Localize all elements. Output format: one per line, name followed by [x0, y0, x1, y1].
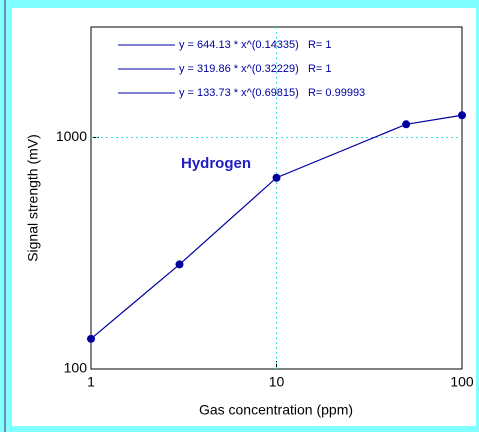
- legend-label: y = 319.86 * x^(0.32229) R= 1: [179, 63, 332, 75]
- data-point: [402, 120, 411, 129]
- y-axis-label: Signal strength (mV): [25, 134, 41, 262]
- y-tick-label: 1000: [56, 128, 87, 144]
- data-point: [272, 173, 281, 182]
- x-axis-label: Gas concentration (ppm): [199, 402, 353, 418]
- x-tick-label: 100: [450, 374, 474, 390]
- panel: [12, 8, 476, 426]
- data-point: [175, 260, 184, 269]
- annotation: Hydrogen: [181, 155, 251, 172]
- data-point: [458, 111, 466, 120]
- x-tick-label: 1: [87, 374, 95, 390]
- x-tick-label: 10: [269, 374, 285, 390]
- legend-label: y = 133.73 * x^(0.69815) R= 0.99993: [179, 87, 365, 99]
- legend-label: y = 644.13 * x^(0.14335) R= 1: [179, 39, 332, 51]
- data-point: [87, 334, 95, 343]
- y-tick-label: 100: [64, 360, 88, 376]
